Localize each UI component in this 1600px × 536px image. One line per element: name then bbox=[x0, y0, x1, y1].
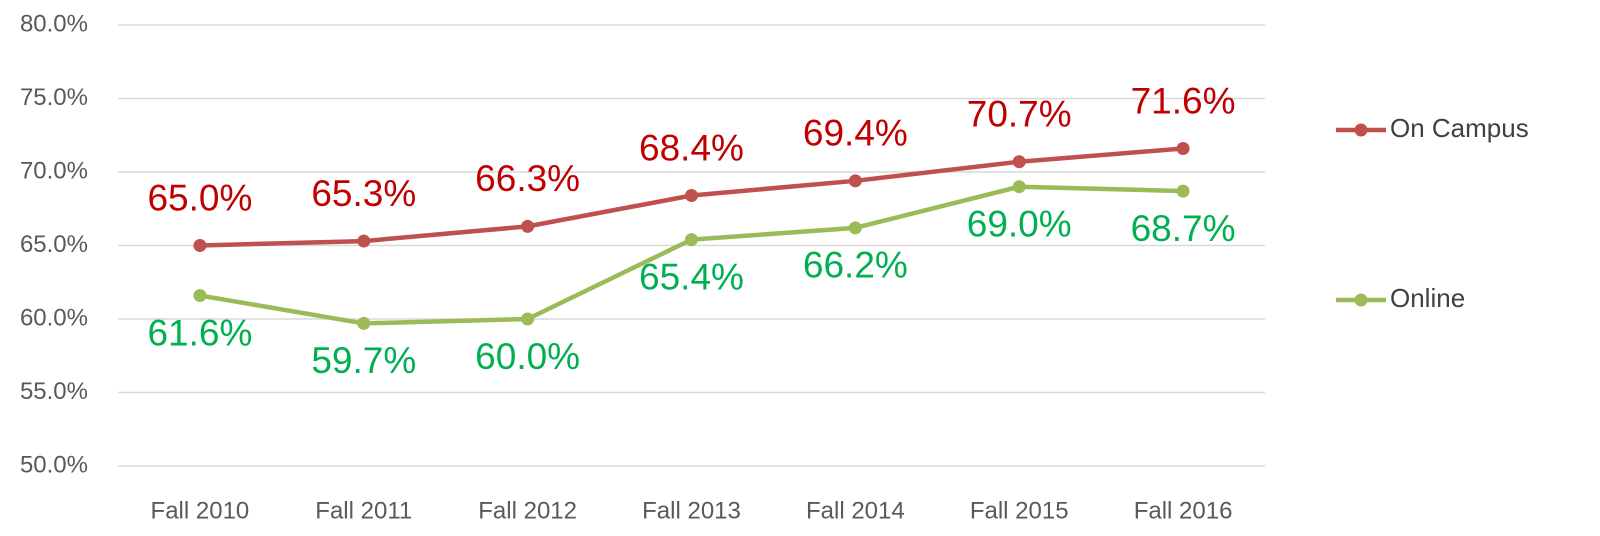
y-tick-label: 75.0% bbox=[20, 84, 88, 111]
data-label: 60.0% bbox=[475, 336, 580, 377]
data-point bbox=[521, 219, 535, 233]
data-point bbox=[1012, 155, 1026, 169]
y-tick-label: 65.0% bbox=[20, 231, 88, 258]
data-label: 68.4% bbox=[639, 127, 744, 168]
data-point bbox=[193, 288, 207, 302]
data-label: 61.6% bbox=[147, 312, 252, 353]
data-label: 70.7% bbox=[967, 93, 1072, 134]
data-label: 71.6% bbox=[1131, 80, 1236, 121]
y-tick-label: 70.0% bbox=[20, 157, 88, 184]
x-tick-label: Fall 2014 bbox=[806, 497, 905, 524]
y-tick-label: 50.0% bbox=[20, 451, 88, 478]
x-tick-label: Fall 2013 bbox=[642, 497, 741, 524]
legend-marker bbox=[1354, 123, 1368, 137]
data-label: 66.2% bbox=[803, 245, 908, 286]
data-point bbox=[1176, 184, 1190, 198]
data-point bbox=[848, 174, 862, 188]
legend-label: On Campus bbox=[1390, 113, 1529, 143]
legend-label: Online bbox=[1390, 283, 1465, 313]
data-label: 66.3% bbox=[475, 158, 580, 199]
y-tick-label: 55.0% bbox=[20, 378, 88, 405]
x-tick-label: Fall 2011 bbox=[315, 497, 412, 524]
data-label: 69.0% bbox=[967, 203, 1072, 244]
data-point bbox=[357, 234, 371, 248]
x-tick-label: Fall 2012 bbox=[478, 497, 577, 524]
data-label: 69.4% bbox=[803, 113, 908, 154]
data-label: 65.3% bbox=[311, 173, 416, 214]
data-label: 65.4% bbox=[639, 256, 744, 297]
data-point bbox=[1176, 141, 1190, 155]
legend-marker bbox=[1354, 293, 1368, 307]
y-tick-label: 80.0% bbox=[20, 10, 88, 37]
data-point bbox=[685, 233, 698, 247]
data-label: 68.7% bbox=[1131, 208, 1236, 249]
data-point bbox=[1012, 180, 1026, 194]
x-tick-label: Fall 2016 bbox=[1134, 497, 1233, 524]
y-tick-label: 60.0% bbox=[20, 304, 88, 331]
data-label: 59.7% bbox=[311, 340, 416, 381]
data-point bbox=[521, 312, 535, 326]
data-point bbox=[685, 189, 698, 203]
data-point bbox=[848, 221, 862, 235]
data-point bbox=[357, 316, 371, 330]
data-point bbox=[193, 239, 207, 252]
x-tick-label: Fall 2015 bbox=[970, 497, 1069, 524]
data-label: 65.0% bbox=[147, 177, 252, 218]
x-tick-label: Fall 2010 bbox=[151, 497, 250, 524]
